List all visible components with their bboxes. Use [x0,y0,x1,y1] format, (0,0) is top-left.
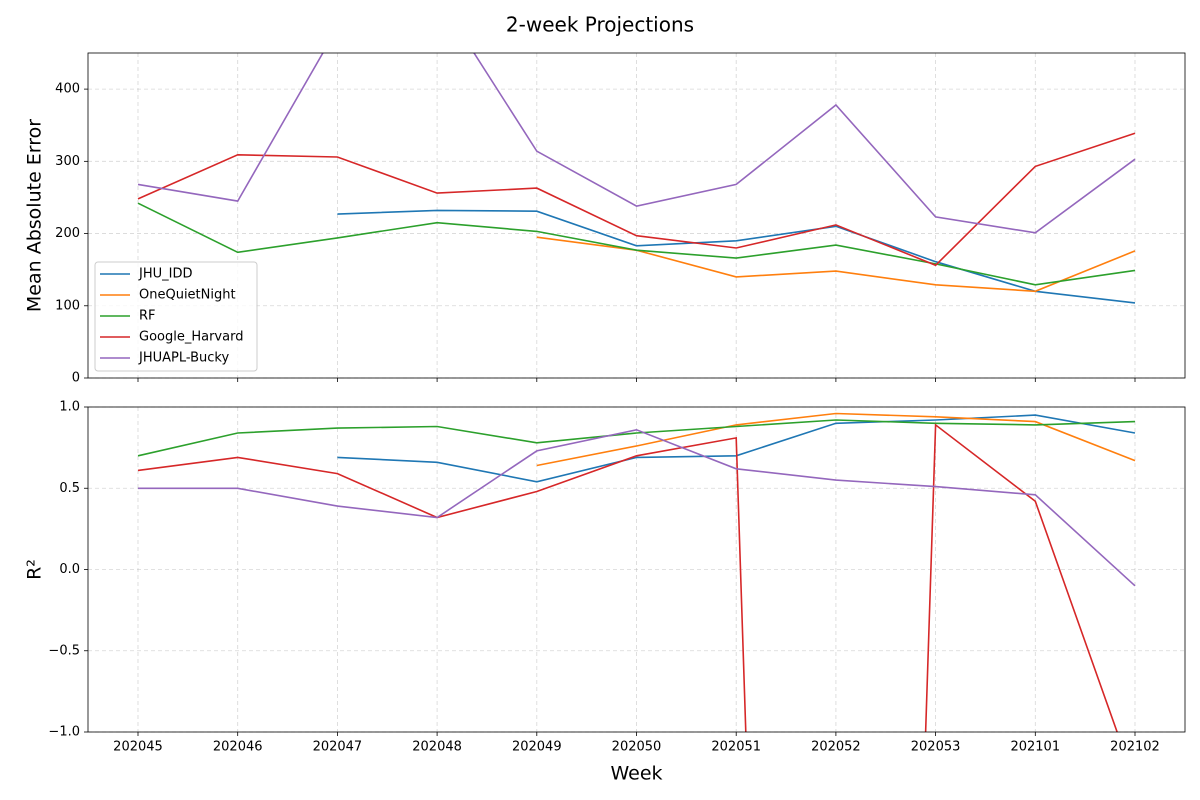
y-tick-label: 100 [55,298,80,313]
legend-label: JHUAPL-Bucky [138,351,229,366]
x-tick-label: 202045 [113,740,163,755]
axes-frame [87,52,1186,379]
series-line [137,132,1136,267]
series-line [536,412,1136,467]
y-tick-label: 400 [55,82,80,97]
series-line [138,428,1136,587]
legend-box [94,261,258,372]
axes-frame [87,406,1186,733]
y-axis-label: Mean Absolute Error [24,119,46,312]
plot-area [137,412,1136,732]
figure-title: 2-week Projections [506,13,694,37]
y-axis-label: R² [24,559,46,580]
x-tick-label: 202048 [412,740,462,755]
y-tick-label: 0.5 [59,481,80,496]
series-line [137,202,1136,286]
legend-label: Google_Harvard [139,330,243,345]
y-tick-label: 0 [72,371,80,386]
x-tick-label: 202046 [213,740,263,755]
x-tick-label: 202052 [811,740,861,755]
x-tick-label: 202101 [1010,740,1060,755]
x-tick-label: 202049 [512,740,562,755]
y-tick-label: −1.0 [48,725,80,740]
series-line [137,53,1136,234]
x-tick-label: 202050 [612,740,662,755]
series-line [137,423,1118,732]
x-tick-label: 202051 [711,740,761,755]
y-tick-label: 1.0 [59,400,80,415]
series-line [337,209,1136,304]
y-tick-label: 200 [55,226,80,241]
x-tick-label: 202053 [911,740,961,755]
plot-area [137,53,1136,304]
x-tick-label: 202102 [1110,740,1160,755]
legend-label: RF [139,309,156,324]
y-tick-label: 0.0 [59,562,80,577]
x-axis-label: Week [610,763,662,785]
legend-label: JHU_IDD [138,267,192,282]
y-tick-label: 300 [55,154,80,169]
y-tick-label: −0.5 [48,643,80,658]
legend-label: OneQuietNight [139,288,236,303]
x-tick-label: 202047 [313,740,363,755]
series-line [137,419,1136,457]
